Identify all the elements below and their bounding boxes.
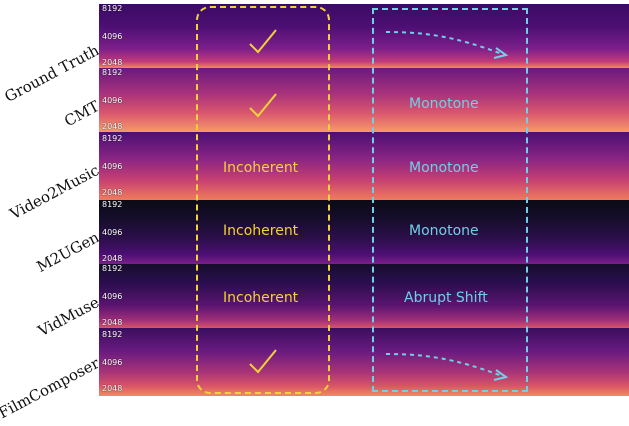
tick-2048: 2048 xyxy=(102,122,123,131)
row-label-vidmuse: VidMuse xyxy=(35,293,103,341)
annotation-abrupt-shift: Abrupt Shift xyxy=(404,290,488,306)
dashed-arrow-icon xyxy=(385,353,509,381)
tick-2048: 2048 xyxy=(102,58,123,67)
tick-4096: 4096 xyxy=(102,228,123,237)
tick-4096: 4096 xyxy=(102,292,123,301)
tick-8192: 8192 xyxy=(102,200,123,209)
tick-2048: 2048 xyxy=(102,188,123,197)
spectrogram-vidmuse: 8192 4096 2048 Incoherent Abrupt Shift xyxy=(99,264,629,328)
tick-2048: 2048 xyxy=(102,318,123,327)
tick-4096: 4096 xyxy=(102,358,123,367)
annotation-monotone: Monotone xyxy=(409,223,479,239)
tick-8192: 8192 xyxy=(102,264,123,273)
spectrogram-cmt: 8192 4096 2048 Monotone xyxy=(99,68,629,132)
tick-4096: 4096 xyxy=(102,162,123,171)
annotation-incoherent: Incoherent xyxy=(223,290,299,306)
spectrogram-video2music: 8192 4096 2048 Incoherent Monotone xyxy=(99,132,629,200)
checkmark-icon xyxy=(249,29,277,54)
tick-8192: 8192 xyxy=(102,330,123,339)
spectrogram-filmcomposer: 8192 4096 2048 xyxy=(99,328,629,396)
annotation-incoherent: Incoherent xyxy=(223,223,299,239)
tick-2048: 2048 xyxy=(102,254,123,263)
annotation-monotone: Monotone xyxy=(409,96,479,112)
dashed-arrow-icon xyxy=(385,31,509,59)
checkmark-icon xyxy=(249,93,277,118)
tick-2048: 2048 xyxy=(102,384,123,393)
row-label-video2music: Video2Music xyxy=(6,161,103,224)
annotation-incoherent: Incoherent xyxy=(223,160,299,176)
row-label-m2ugen: M2UGen xyxy=(33,228,103,276)
tick-4096: 4096 xyxy=(102,32,123,41)
tick-8192: 8192 xyxy=(102,4,123,13)
annotation-monotone: Monotone xyxy=(409,160,479,176)
spectrogram-ground-truth: 8192 4096 2048 xyxy=(99,4,629,68)
tick-8192: 8192 xyxy=(102,134,123,143)
checkmark-icon xyxy=(249,349,277,374)
row-label-filmcomposer: FilmComposer xyxy=(0,354,103,423)
row-label-cmt: CMT xyxy=(61,97,103,131)
tick-8192: 8192 xyxy=(102,68,123,77)
tick-4096: 4096 xyxy=(102,96,123,105)
spectrogram-m2ugen: 8192 4096 2048 Incoherent Monotone xyxy=(99,200,629,264)
